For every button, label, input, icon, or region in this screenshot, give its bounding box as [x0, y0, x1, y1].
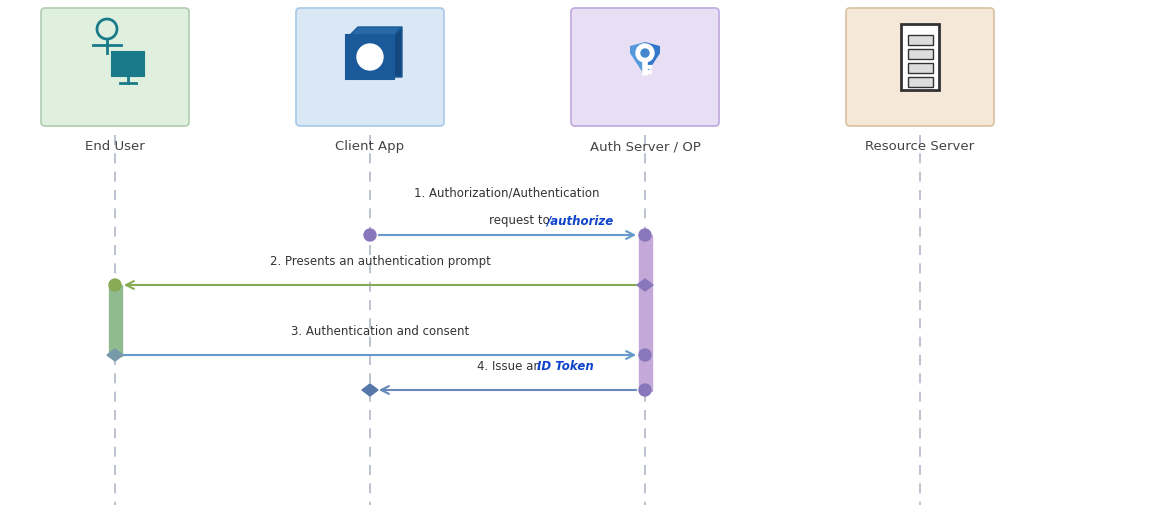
- FancyBboxPatch shape: [907, 49, 933, 59]
- FancyBboxPatch shape: [901, 24, 939, 90]
- Circle shape: [357, 44, 382, 70]
- FancyBboxPatch shape: [112, 52, 143, 76]
- Polygon shape: [637, 279, 653, 291]
- Text: 1. Authorization/Authentication: 1. Authorization/Authentication: [414, 187, 599, 200]
- Text: Resource Server: Resource Server: [865, 140, 975, 153]
- Polygon shape: [361, 384, 378, 396]
- Text: 3. Authentication and consent: 3. Authentication and consent: [290, 325, 469, 338]
- FancyBboxPatch shape: [907, 35, 933, 45]
- Polygon shape: [392, 27, 402, 77]
- Circle shape: [639, 229, 651, 241]
- Circle shape: [364, 229, 375, 241]
- Polygon shape: [645, 42, 660, 76]
- FancyBboxPatch shape: [907, 63, 933, 73]
- Circle shape: [639, 384, 651, 396]
- FancyBboxPatch shape: [346, 35, 394, 79]
- Text: End User: End User: [85, 140, 145, 153]
- Circle shape: [108, 279, 121, 291]
- FancyBboxPatch shape: [108, 284, 121, 355]
- FancyBboxPatch shape: [296, 8, 444, 126]
- Text: Auth Server / OP: Auth Server / OP: [590, 140, 701, 153]
- FancyBboxPatch shape: [571, 8, 719, 126]
- Polygon shape: [630, 42, 645, 76]
- Polygon shape: [107, 349, 122, 361]
- FancyBboxPatch shape: [639, 235, 652, 391]
- Text: 4. Issue an: 4. Issue an: [477, 360, 545, 373]
- Circle shape: [641, 49, 649, 57]
- FancyBboxPatch shape: [41, 8, 189, 126]
- Circle shape: [635, 44, 654, 62]
- FancyBboxPatch shape: [907, 77, 933, 87]
- Text: ID Token: ID Token: [538, 360, 593, 373]
- FancyBboxPatch shape: [847, 8, 993, 126]
- Text: /authorize: /authorize: [546, 214, 613, 227]
- Text: 2. Presents an authentication prompt: 2. Presents an authentication prompt: [269, 255, 491, 268]
- Text: Client App: Client App: [336, 140, 405, 153]
- Text: request to: request to: [489, 214, 554, 227]
- Circle shape: [639, 349, 651, 361]
- Polygon shape: [347, 27, 402, 37]
